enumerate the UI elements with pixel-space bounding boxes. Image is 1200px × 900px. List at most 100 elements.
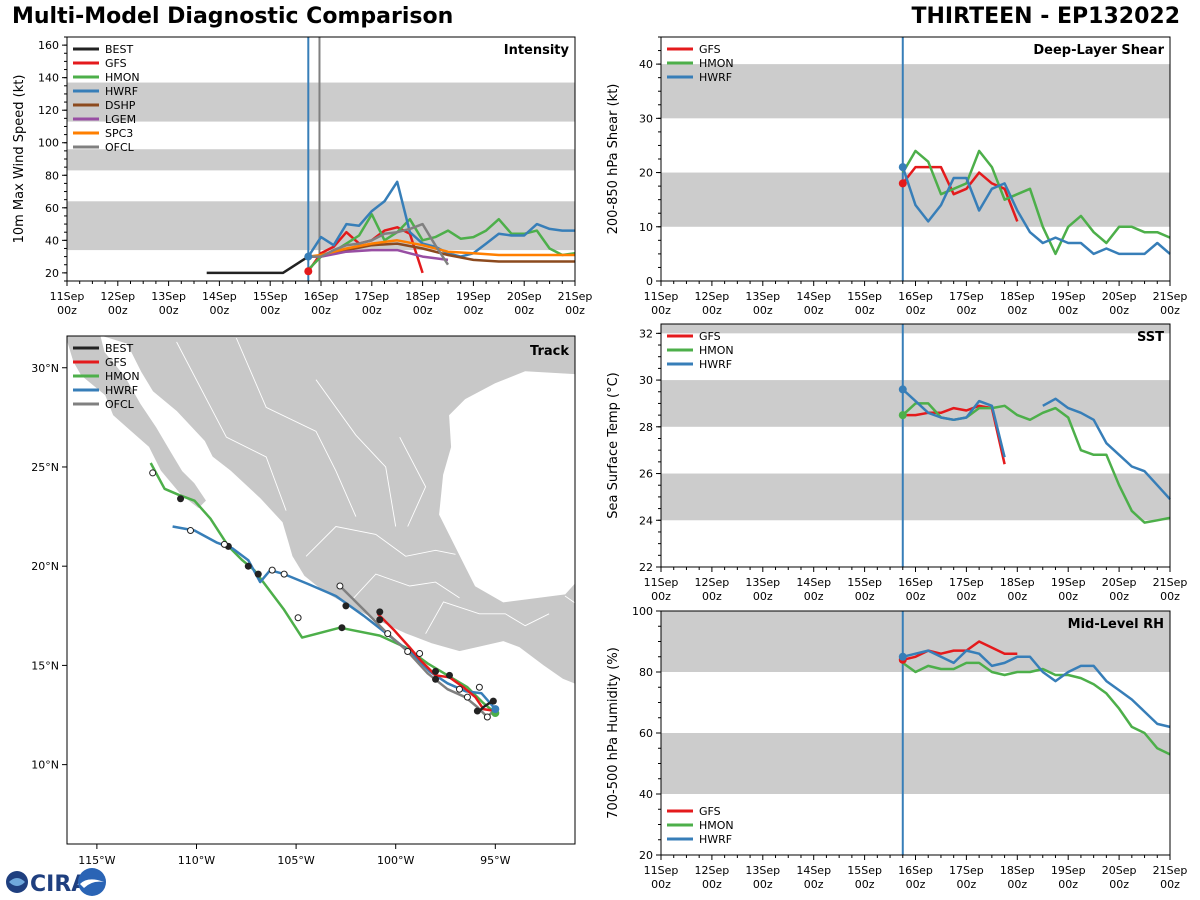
intensity-legend-label-spc3: SPC3 [105,127,133,140]
rh-xtick-hour: 00z [906,878,926,891]
track-ytick-label: 25°N [31,461,59,474]
track-point-filled [177,495,185,503]
intensity-legend-label-best: BEST [105,43,133,56]
intensity-xtick-hour: 00z [362,304,382,317]
track-point-open [220,540,228,548]
track-point-filled [254,570,262,578]
rh-xtick-date: 17Sep [949,864,984,877]
shear-xtick-date: 20Sep [1102,290,1137,303]
rh-xtick-date: 11Sep [644,864,679,877]
intensity-xtick-date: 17Sep [354,290,389,303]
shear-xtick-hour: 00z [702,304,722,317]
sst-xtick-hour: 00z [906,590,926,603]
rh-xtick-hour: 00z [1058,878,1078,891]
state-border [176,341,287,511]
rh-ytick-label: 40 [639,788,653,801]
shear-xtick-date: 14Sep [796,290,831,303]
intensity-series-spc3 [308,239,575,258]
track-panel-title: Track [530,344,569,359]
track-point-open [384,630,392,638]
intensity-xtick-hour: 00z [210,304,230,317]
intensity-ytick-label: 40 [45,234,59,247]
rh-xtick-hour: 00z [1007,878,1027,891]
state-border [351,573,460,601]
sst-series-hwrf [901,388,1171,501]
intensity-legend-label-hmon: HMON [105,71,140,84]
intensity-xtick-hour: 00z [413,304,433,317]
sst-xtick-date: 15Sep [847,576,882,589]
track-point-open [336,582,344,590]
intensity-xtick-date: 16Sep [304,290,339,303]
shear-xtick-date: 18Sep [1000,290,1035,303]
sst-xtick-date: 16Sep [898,576,933,589]
intensity-legend-label-ofcl: OFCL [105,141,135,154]
intensity-xtick-date: 20Sep [507,290,542,303]
sst-band [661,324,1170,334]
rh-xtick-date: 16Sep [898,864,933,877]
page-title: Multi-Model Diagnostic Comparison [12,4,454,29]
sst-legend-label-hwrf: HWRF [699,358,732,371]
sst-xtick-date: 21Sep [1153,576,1188,589]
intensity-series-hmon [307,213,576,271]
track-point-open [404,648,412,656]
globe-swirl [9,878,25,886]
rh-marker-hwrf [898,652,907,661]
rh-ylabel: 700-500 hPa Humidity (%) [606,647,621,819]
track-xtick-label: 100°W [377,854,414,867]
intensity-xtick-hour: 00z [108,304,128,317]
intensity-legend-label-hwrf: HWRF [105,85,138,98]
track-point-open [463,693,471,701]
intensity-series-best [206,255,309,275]
shear-ytick-label: 10 [639,221,653,234]
track-point-open [187,526,195,534]
chart-rh: 2040608010011Sep00z12Sep00z13Sep00z14Sep… [606,605,1187,891]
sst-panel-title: SST [1137,330,1164,345]
intensity-ytick-label: 20 [45,267,59,280]
sst-xtick-date: 11Sep [644,576,679,589]
track-map-area [67,336,575,844]
track-ytick-label: 10°N [31,759,59,772]
sst-legend-label-hmon: HMON [699,344,734,357]
intensity-xtick-date: 11Sep [50,290,85,303]
intensity-xtick-hour: 00z [159,304,179,317]
sst-xtick-date: 19Sep [1051,576,1086,589]
cira-logo: CIRA [6,868,106,897]
intensity-xtick-date: 13Sep [151,290,186,303]
intensity-series-ofcl [308,222,450,266]
shear-xtick-date: 11Sep [644,290,679,303]
rh-xtick-hour: 00z [702,878,722,891]
shear-ytick-label: 0 [646,275,653,288]
intensity-ytick-label: 80 [45,169,59,182]
track-point-filled [473,707,481,715]
rh-xtick-date: 15Sep [847,864,882,877]
shear-legend-label-gfs: GFS [699,43,721,56]
shear-xtick-date: 15Sep [847,290,882,303]
shear-xtick-hour: 00z [753,304,773,317]
sst-band [661,473,1170,521]
track-point-filled [338,624,346,632]
sst-ytick-label: 26 [639,468,653,481]
shear-xtick-hour: 00z [855,304,875,317]
track-xtick-label: 105°W [277,854,314,867]
rh-xtick-hour: 00z [1109,878,1129,891]
intensity-xtick-date: 19Sep [456,290,491,303]
chart-intensity: 2040608010012014016011Sep00z12Sep00z13Se… [12,36,592,317]
shear-band [661,172,1170,227]
rh-xtick-hour: 00z [753,878,773,891]
sst-ytick-label: 32 [639,327,653,340]
rh-xtick-date: 14Sep [796,864,831,877]
intensity-legend-label-lgem: LGEM [105,113,136,126]
sst-xtick-hour: 00z [753,590,773,603]
state-border [235,337,357,517]
track-point-open [483,713,491,721]
intensity-ytick-label: 120 [38,104,59,117]
land-baja-california [67,336,208,510]
shear-panel-title: Deep-Layer Shear [1033,43,1164,58]
track-point-filled [342,602,350,610]
shear-xtick-date: 19Sep [1051,290,1086,303]
rh-ytick-label: 100 [632,605,653,618]
chart-shear: 01020304011Sep00z12Sep00z13Sep00z14Sep00… [606,36,1187,317]
shear-marker-hwrf [898,163,907,172]
intensity-xtick-date: 14Sep [202,290,237,303]
state-border [425,601,550,634]
